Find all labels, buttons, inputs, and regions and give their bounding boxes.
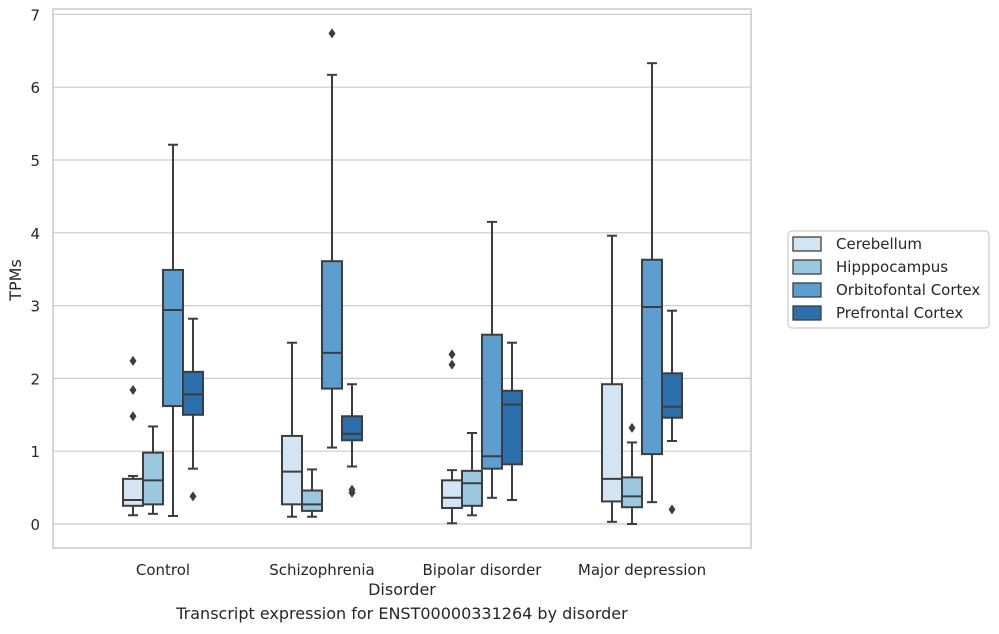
outlier-point [348, 484, 356, 495]
box-iqr [621, 476, 643, 509]
outlier-point [189, 491, 197, 502]
box-group [281, 341, 303, 518]
box-iqr [281, 434, 303, 506]
box-group [142, 425, 164, 515]
box-group [661, 309, 683, 515]
legend: Cerebellum Hipppocampus Orbitofontal Corte… [787, 230, 990, 329]
outlier-point [328, 28, 336, 39]
box-group [341, 383, 363, 498]
outlier-point [668, 504, 676, 515]
x-tick-label: Control [136, 561, 190, 579]
box-group [501, 341, 523, 501]
legend-label: Hipppocampus [836, 258, 948, 276]
x-tick-label: Bipolar disorder [423, 561, 543, 579]
box-iqr [641, 258, 663, 456]
box-iqr [301, 489, 323, 512]
box-group [641, 62, 663, 504]
box-iqr [441, 479, 463, 509]
box-iqr [341, 415, 363, 442]
x-tick-label: Schizophrenia [269, 561, 374, 579]
box-group [182, 317, 204, 502]
y-tick-label: 7 [30, 6, 40, 24]
legend-swatch [792, 236, 822, 252]
box-group [441, 349, 463, 525]
legend-label: Cerebellum [836, 235, 922, 253]
box-group [601, 234, 623, 523]
legend-box [787, 230, 990, 329]
legend-swatch [792, 305, 822, 321]
box-iqr [122, 477, 144, 507]
box-group [122, 355, 144, 517]
box-group [301, 468, 323, 518]
x-axis-label: Disorder [368, 580, 436, 599]
outlier-point [448, 349, 456, 360]
y-tick-label: 6 [30, 79, 40, 97]
box-group [321, 28, 343, 449]
legend-swatch [792, 282, 822, 298]
box-iqr [661, 372, 683, 419]
box-iqr [501, 389, 523, 466]
plot-frame [52, 8, 752, 549]
legend-label: Orbitofontal Cortex [836, 281, 980, 299]
plot-border [52, 8, 752, 549]
outlier-point [129, 355, 137, 366]
box-group [621, 422, 643, 525]
y-tick-label: 4 [30, 225, 40, 243]
outlier-point [129, 385, 137, 396]
outlier-point [628, 422, 636, 433]
box-iqr [321, 260, 343, 390]
x-tick-labels: Control Schizophrenia Bipolar disorder Majo… [136, 561, 706, 579]
y-tick-label: 2 [30, 370, 40, 388]
box-iqr [142, 451, 164, 506]
box-iqr [601, 383, 623, 503]
box-group [481, 220, 503, 499]
outlier-point [448, 359, 456, 370]
box-iqr [461, 469, 483, 507]
outlier-point [129, 411, 137, 422]
y-tick-labels: 0 1 2 3 4 5 6 7 [30, 6, 40, 534]
x-tick-label: Major depression [578, 561, 706, 579]
box-iqr [481, 333, 503, 470]
legend-label: Prefrontal Cortex [836, 304, 963, 322]
y-tick-label: 1 [30, 443, 40, 461]
y-tick-label: 3 [30, 298, 40, 316]
boxes [122, 28, 683, 525]
box-group [162, 143, 184, 517]
box-group [461, 432, 483, 517]
box-iqr [182, 370, 204, 416]
chart-caption: Transcript expression for ENST0000033126… [176, 604, 628, 623]
legend-swatch [792, 259, 822, 275]
y-tick-label: 5 [30, 152, 40, 170]
y-tick-label: 0 [30, 516, 40, 534]
y-axis-label: TPMs [6, 259, 25, 302]
box-iqr [162, 268, 184, 408]
